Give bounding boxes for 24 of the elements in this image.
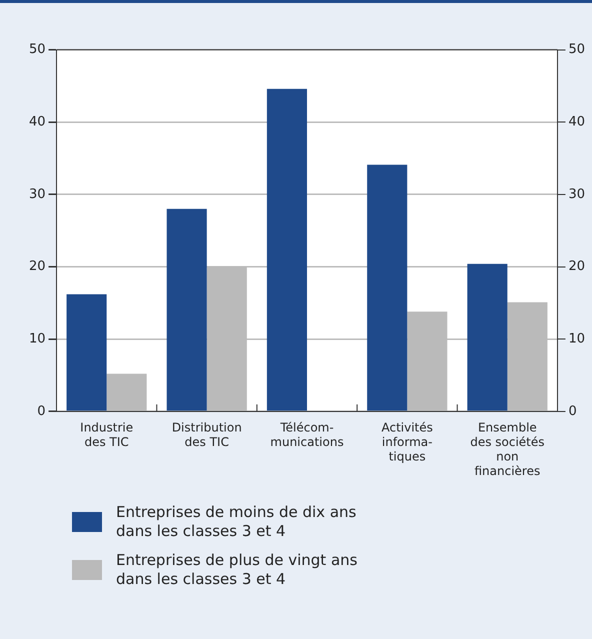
bar [166, 208, 207, 411]
x-tick-label: Industrie des TIC [80, 420, 134, 450]
y2-tick-label: 0 [37, 404, 46, 419]
y-tick-label: 30 [568, 186, 586, 202]
y-tick-label: 0 [568, 404, 577, 419]
x-tick-label: Ensemble des sociétés non financières [470, 420, 545, 478]
x-tick-label: Distribution des TIC [172, 420, 242, 450]
bar [467, 264, 508, 411]
y2-tick-label: 40 [28, 114, 46, 130]
x-tick-label: Activités informa- tiques [381, 420, 433, 464]
y2-tick-label: 30 [28, 186, 46, 202]
y-tick-label: 10 [568, 331, 586, 346]
y-tick-label: 40 [568, 114, 586, 130]
y-tick-label: 20 [568, 259, 586, 274]
y2-tick-label: 10 [28, 331, 46, 346]
y-tick-label: 50 [568, 42, 586, 58]
bar [66, 294, 107, 411]
legend-label: Entreprises de plus de vingt ans dans les classes 3 et 4 [116, 551, 358, 589]
y2-tick-label: 20 [28, 259, 46, 274]
bar [367, 164, 408, 411]
x-tick-label: Télécom- munications [270, 420, 344, 450]
bar [266, 88, 307, 411]
y2-tick-label: 50 [28, 42, 46, 58]
legend-label: Entreprises de moins de dix ans dans les classes 3 et 4 [116, 503, 358, 541]
